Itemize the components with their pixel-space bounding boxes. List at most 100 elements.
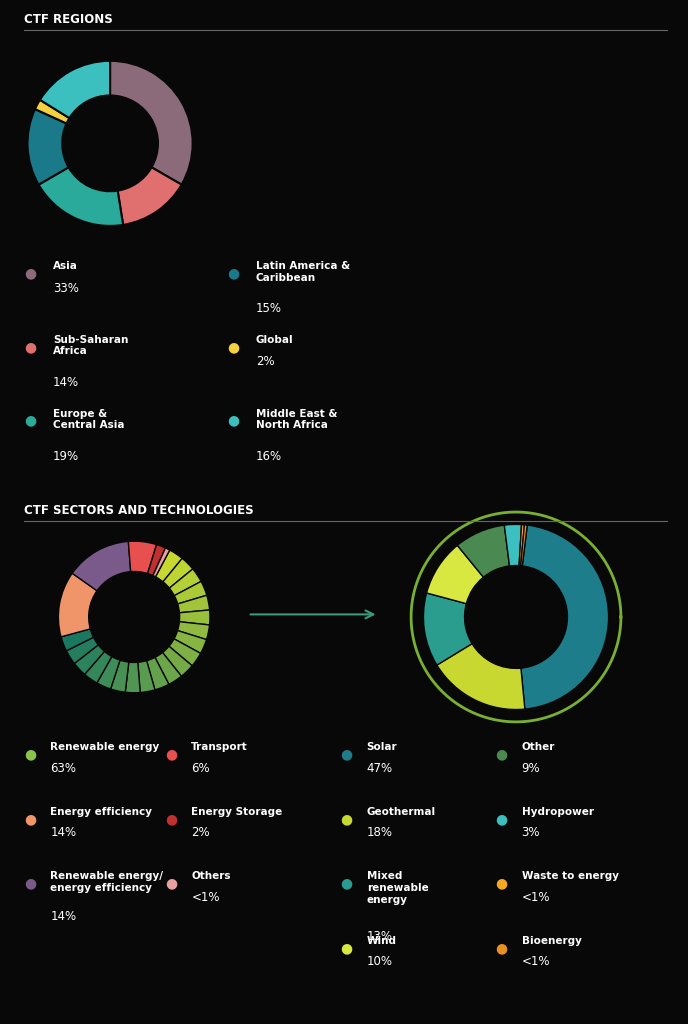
Text: Hydropower: Hydropower <box>522 807 594 817</box>
Text: 63%: 63% <box>50 762 76 775</box>
Wedge shape <box>111 660 129 692</box>
Text: 15%: 15% <box>256 302 282 315</box>
Wedge shape <box>74 645 105 675</box>
Text: 14%: 14% <box>53 376 79 389</box>
Wedge shape <box>169 639 201 666</box>
Wedge shape <box>125 663 140 692</box>
Text: Asia: Asia <box>53 261 78 271</box>
Text: ●: ● <box>24 812 36 826</box>
Text: ●: ● <box>165 812 178 826</box>
Wedge shape <box>35 99 69 124</box>
Wedge shape <box>169 569 201 596</box>
Text: 14%: 14% <box>50 826 76 840</box>
Wedge shape <box>28 110 69 184</box>
Wedge shape <box>85 651 112 683</box>
Wedge shape <box>148 545 165 575</box>
Text: Global: Global <box>256 335 294 345</box>
Wedge shape <box>155 652 182 684</box>
Wedge shape <box>504 524 522 566</box>
Text: 9%: 9% <box>522 762 540 775</box>
Text: Renewable energy/
energy efficiency: Renewable energy/ energy efficiency <box>50 871 163 893</box>
Text: ●: ● <box>24 414 36 428</box>
Wedge shape <box>72 542 131 591</box>
Wedge shape <box>97 656 120 689</box>
Text: Energy efficiency: Energy efficiency <box>50 807 152 817</box>
Text: 2%: 2% <box>191 826 210 840</box>
Wedge shape <box>155 550 182 582</box>
Text: ●: ● <box>227 414 239 428</box>
Text: ●: ● <box>495 941 508 955</box>
Wedge shape <box>118 167 182 225</box>
Wedge shape <box>423 593 472 665</box>
Text: 6%: 6% <box>191 762 210 775</box>
Text: ●: ● <box>165 748 178 762</box>
Wedge shape <box>138 660 155 692</box>
Text: ●: ● <box>24 877 36 891</box>
Wedge shape <box>40 60 110 118</box>
Text: 14%: 14% <box>50 910 76 924</box>
Text: Latin America &
Caribbean: Latin America & Caribbean <box>256 261 350 283</box>
Text: Other: Other <box>522 742 555 753</box>
Text: 18%: 18% <box>367 826 393 840</box>
Wedge shape <box>437 644 525 710</box>
Wedge shape <box>147 657 169 690</box>
Wedge shape <box>163 558 193 588</box>
Wedge shape <box>39 167 123 226</box>
Wedge shape <box>153 548 170 577</box>
Text: ●: ● <box>495 877 508 891</box>
Text: <1%: <1% <box>522 891 550 904</box>
Text: Renewable energy: Renewable energy <box>50 742 160 753</box>
Text: 19%: 19% <box>53 450 79 463</box>
Text: Europe &
Central Asia: Europe & Central Asia <box>53 409 125 430</box>
Wedge shape <box>129 542 157 573</box>
Text: ●: ● <box>24 340 36 354</box>
Text: ●: ● <box>165 877 178 891</box>
Text: ●: ● <box>495 812 508 826</box>
Text: 47%: 47% <box>367 762 393 775</box>
Wedge shape <box>427 546 484 603</box>
Wedge shape <box>178 595 210 612</box>
Wedge shape <box>178 622 210 640</box>
Text: 10%: 10% <box>367 955 393 969</box>
Wedge shape <box>174 631 206 653</box>
Text: 16%: 16% <box>256 450 282 463</box>
Text: ●: ● <box>227 340 239 354</box>
Wedge shape <box>521 524 527 566</box>
Text: 3%: 3% <box>522 826 540 840</box>
Text: Bioenergy: Bioenergy <box>522 936 581 946</box>
Text: 2%: 2% <box>256 355 275 369</box>
Text: ●: ● <box>227 266 239 281</box>
Text: ●: ● <box>24 266 36 281</box>
Text: 33%: 33% <box>53 282 79 295</box>
Text: ●: ● <box>341 812 353 826</box>
Wedge shape <box>110 60 193 184</box>
Text: <1%: <1% <box>522 955 550 969</box>
Text: ●: ● <box>495 748 508 762</box>
Wedge shape <box>162 646 192 676</box>
Text: Mixed
renewable
energy: Mixed renewable energy <box>367 871 429 904</box>
Text: 13%: 13% <box>367 930 393 943</box>
Wedge shape <box>61 629 94 651</box>
Text: Sub-Saharan
Africa: Sub-Saharan Africa <box>53 335 129 356</box>
Wedge shape <box>58 573 97 637</box>
Text: ●: ● <box>341 748 353 762</box>
Text: Geothermal: Geothermal <box>367 807 436 817</box>
Wedge shape <box>521 525 609 709</box>
Text: Wind: Wind <box>367 936 397 946</box>
Text: Waste to energy: Waste to energy <box>522 871 619 882</box>
Text: Transport: Transport <box>191 742 248 753</box>
Wedge shape <box>66 637 98 664</box>
Text: Energy Storage: Energy Storage <box>191 807 283 817</box>
Text: Others: Others <box>191 871 230 882</box>
Wedge shape <box>519 524 524 565</box>
Text: ●: ● <box>341 941 353 955</box>
Wedge shape <box>180 610 210 625</box>
Wedge shape <box>458 525 510 578</box>
Text: Middle East &
North Africa: Middle East & North Africa <box>256 409 337 430</box>
Text: ●: ● <box>341 877 353 891</box>
Text: <1%: <1% <box>191 891 219 904</box>
Text: CTF REGIONS: CTF REGIONS <box>24 12 113 26</box>
Text: CTF SECTORS AND TECHNOLOGIES: CTF SECTORS AND TECHNOLOGIES <box>24 504 254 517</box>
Text: Solar: Solar <box>367 742 398 753</box>
Text: ●: ● <box>24 748 36 762</box>
